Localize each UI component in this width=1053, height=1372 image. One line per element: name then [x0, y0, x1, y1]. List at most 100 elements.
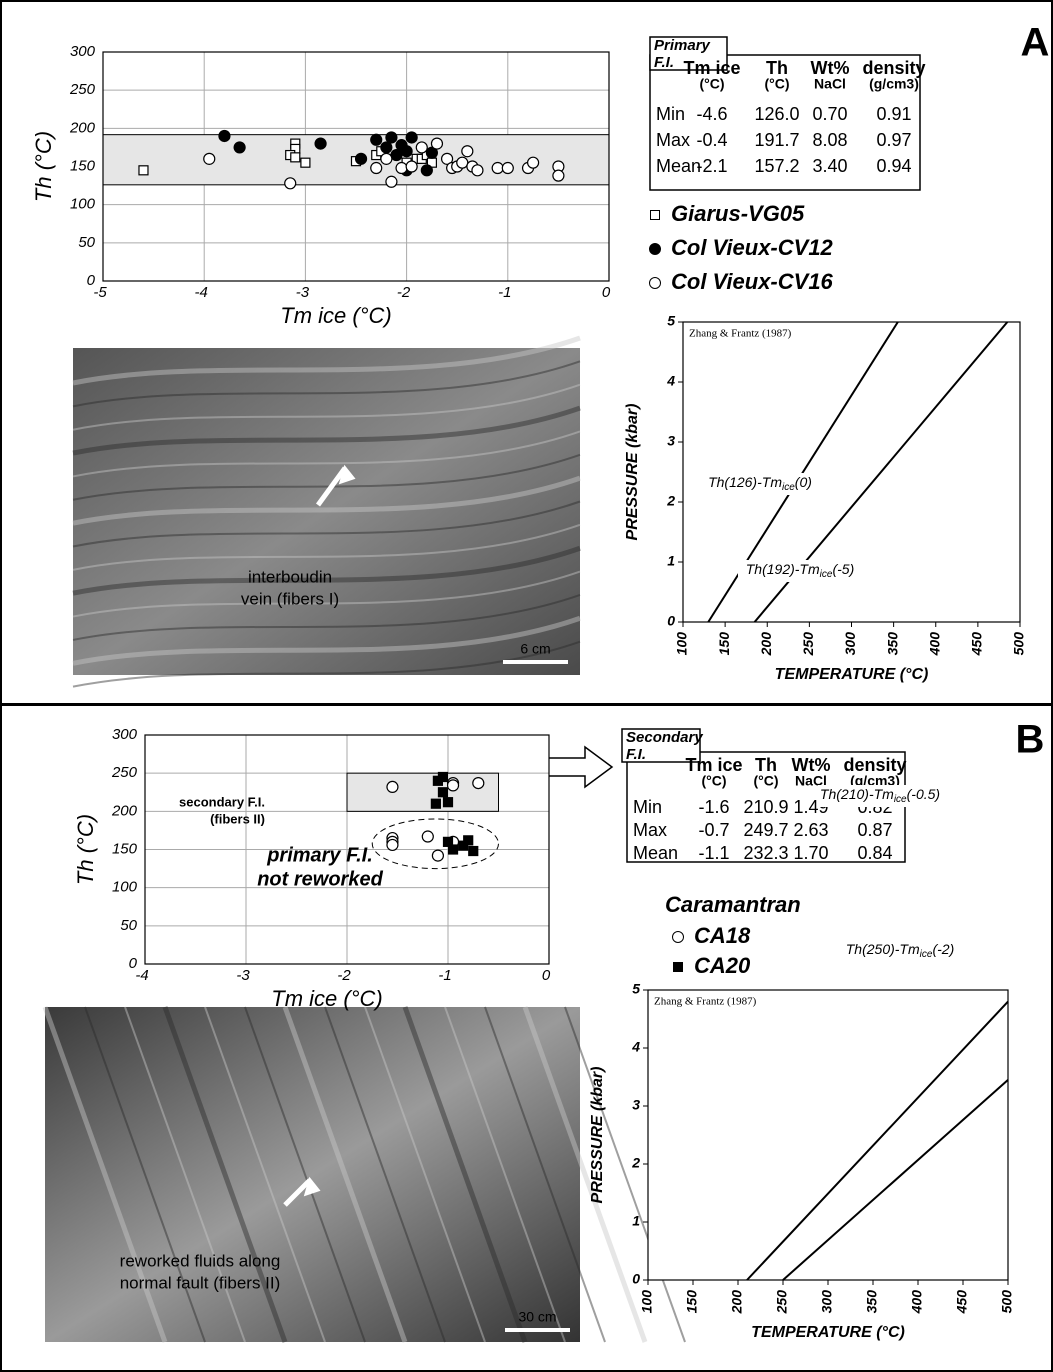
table-cell: -1.1 — [698, 843, 729, 863]
marker — [291, 153, 300, 162]
y-tick-label: 1 — [632, 1213, 640, 1229]
marker — [371, 163, 382, 174]
table-cell: Min — [656, 104, 685, 124]
y-tick-label: 4 — [631, 1039, 640, 1055]
y-tick-label: 250 — [111, 764, 138, 781]
label-part: (-2) — [932, 941, 954, 957]
y-tick-label: 300 — [70, 43, 96, 60]
label-sub: ice — [820, 569, 833, 580]
label-sub: ice — [894, 794, 907, 805]
x-tick-label: 150 — [716, 632, 732, 656]
y-tick-label: 3 — [632, 1097, 640, 1113]
table-cell: 157.2 — [754, 156, 799, 176]
x-tick-label: 350 — [884, 632, 900, 656]
x-tick-label: 100 — [674, 632, 690, 656]
x-tick-label: 350 — [864, 1290, 880, 1314]
marker — [492, 163, 503, 174]
x-axis-title: Tm ice (°C) — [271, 986, 382, 1011]
marker — [219, 130, 230, 141]
marker — [386, 176, 397, 187]
y-tick-label: 150 — [70, 157, 96, 174]
photo-caption: vein (fibers I) — [241, 589, 339, 608]
y-tick-label: 150 — [112, 840, 138, 857]
marker — [234, 142, 245, 153]
marker — [139, 166, 148, 175]
y-tick-label: 3 — [667, 433, 675, 449]
y-tick-label: 200 — [111, 802, 138, 819]
marker — [401, 146, 412, 157]
annotation: not reworked — [257, 868, 383, 890]
x-tick-label: 150 — [684, 1290, 700, 1314]
panel-label: A — [1021, 21, 1050, 65]
marker — [422, 831, 433, 842]
table-cell: 249.7 — [743, 820, 788, 840]
table-cell: 0.97 — [876, 130, 911, 150]
table-cell: Max — [633, 820, 667, 840]
y-tick-label: 2 — [631, 1155, 640, 1171]
y-tick-label: 250 — [69, 81, 96, 98]
x-tick-label: 300 — [819, 1290, 835, 1314]
table-cell: Mean — [633, 843, 678, 863]
marker — [356, 153, 367, 164]
table-cell: Mean — [656, 156, 701, 176]
marker — [448, 780, 459, 791]
marker — [204, 153, 215, 164]
marker — [457, 157, 468, 168]
x-axis-title: TEMPERATURE (°C) — [775, 666, 929, 683]
marker — [416, 142, 427, 153]
marker — [553, 170, 564, 181]
table-cell: 126.0 — [754, 104, 799, 124]
legend-label: CA20 — [694, 953, 751, 978]
marker — [438, 788, 447, 797]
annotation: primary F.I. — [266, 844, 373, 866]
table-cell: 0.84 — [857, 843, 892, 863]
label-sub: ice — [782, 482, 795, 493]
x-tick-label: 300 — [842, 632, 858, 656]
marker — [502, 163, 513, 174]
x-tick-label: -2 — [397, 284, 411, 301]
marker — [421, 165, 432, 176]
table-cell: 0.70 — [812, 104, 847, 124]
x-tick-label: -4 — [135, 967, 148, 984]
table-cell: -2.1 — [696, 156, 727, 176]
table-cell: 191.7 — [754, 130, 799, 150]
marker — [431, 799, 440, 808]
x-tick-label: 400 — [909, 1290, 925, 1315]
label-part: (0) — [795, 474, 812, 490]
x-tick-label: 0 — [542, 967, 551, 984]
y-tick-label: 0 — [667, 613, 675, 629]
marker — [528, 157, 539, 168]
marker — [406, 132, 417, 143]
plot-frame — [648, 990, 1008, 1280]
marker — [396, 163, 407, 174]
scale-label: 6 cm — [520, 641, 550, 657]
table-cell: Max — [656, 130, 690, 150]
y-axis-title: PRESSURE (kbar) — [589, 1067, 606, 1204]
marker — [650, 244, 661, 255]
x-tick-label: -5 — [93, 284, 107, 301]
y-tick-label: 0 — [632, 1271, 640, 1287]
table-cell: 232.3 — [743, 843, 788, 863]
annotation: (fibers II) — [210, 811, 265, 826]
table-cell: Min — [633, 797, 662, 817]
figure: A B interboudinvein (fibers I)6 cmrework… — [0, 0, 1053, 1372]
y-tick-label: 5 — [632, 981, 640, 997]
table-cell: 3.40 — [812, 156, 847, 176]
marker — [433, 776, 442, 785]
table-title: Primary — [654, 37, 711, 54]
table-cell: 2.63 — [793, 820, 828, 840]
x-tick-label: 500 — [1011, 632, 1027, 656]
column-unit: NaCl — [814, 76, 846, 92]
table-cell: -4.6 — [696, 104, 727, 124]
panel-label: B — [1016, 718, 1045, 762]
marker — [473, 778, 484, 789]
photo-caption: normal fault (fibers II) — [120, 1273, 281, 1292]
legend-label: Col Vieux-CV16 — [671, 269, 834, 294]
label-part: Th(250)-Tm — [846, 941, 920, 957]
table-cell: -0.7 — [698, 820, 729, 840]
marker — [432, 850, 443, 861]
marker — [674, 963, 683, 972]
label-part: Th(192)-Tm — [746, 561, 820, 577]
label-part: Th(126)-Tm — [708, 474, 782, 490]
x-tick-label: 200 — [758, 632, 774, 657]
